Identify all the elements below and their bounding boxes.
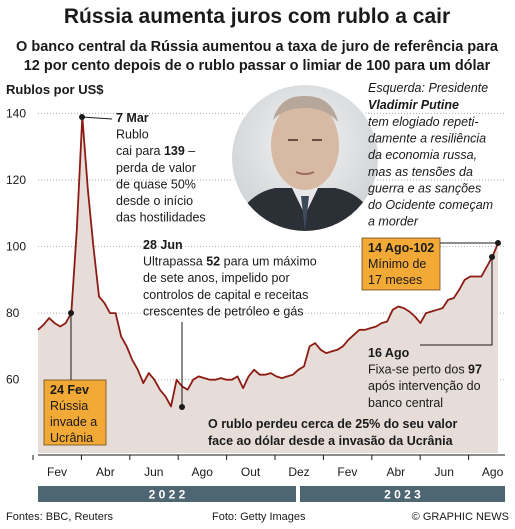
x-tick-label: Fev bbox=[337, 465, 357, 479]
annotation-text: face ao dólar desde a invasão da Ucrânia bbox=[208, 434, 454, 448]
x-tick-label: Abr bbox=[386, 465, 405, 479]
subtitle: 12 por cento depois de o rublo passar o … bbox=[24, 58, 491, 74]
annotation-text: controlos de capital e receitas bbox=[143, 288, 308, 302]
leaders bbox=[70, 116, 498, 407]
annotation-text: Ultrapassa 52 para um máximo bbox=[143, 255, 317, 269]
annotation-text: perda de valor bbox=[116, 161, 196, 175]
invasion-box bbox=[43, 379, 107, 446]
x-tick-label: Fev bbox=[47, 465, 67, 479]
x-tick-label: Abr bbox=[96, 465, 115, 479]
annotation-part: 97 bbox=[468, 363, 482, 377]
annotation-text: O rublo perdeu cerca de 25% do seu valor bbox=[208, 417, 458, 431]
footer-bg bbox=[0, 505, 515, 529]
annotation-heading: 24 Fev bbox=[50, 383, 89, 397]
y-tick-label: 60 bbox=[6, 373, 20, 387]
annotation-text: Fixa-se perto dos 97 bbox=[368, 363, 482, 377]
annotation-part: para um máximo bbox=[220, 255, 317, 269]
y-tick-label: 80 bbox=[6, 306, 20, 320]
photo-name: Vladimir Putine bbox=[368, 98, 459, 112]
title: Rússia aumenta juros com rublo a cair bbox=[64, 5, 450, 28]
photo-frame bbox=[230, 83, 380, 233]
y-axis-label: Rublos por US$ bbox=[6, 82, 104, 97]
y-tick-label: 100 bbox=[6, 240, 26, 254]
low-box bbox=[361, 237, 441, 291]
annotation-heading: 16 Ago bbox=[368, 346, 410, 360]
photo-caption: Esquerda: Presidente bbox=[368, 81, 488, 95]
y-tick-label: 120 bbox=[6, 173, 26, 187]
annotation-part: Fixa-se perto dos bbox=[368, 363, 468, 377]
subtitle: O banco central da Rússia aumentou a tax… bbox=[16, 39, 499, 55]
annotation-heading: 14 Ago-102 bbox=[368, 241, 434, 255]
annotation-text: cai para 139 – bbox=[116, 144, 195, 158]
photo-text: da economia russa, bbox=[368, 148, 477, 162]
photo-text: guerra e as sanções bbox=[368, 181, 481, 195]
area bbox=[38, 116, 498, 453]
x-tick-label: Out bbox=[241, 465, 261, 479]
x-tick-label: Ago bbox=[482, 465, 504, 479]
annotation-text: Rússia bbox=[50, 399, 88, 413]
photo-text: damente a resiliência bbox=[368, 132, 486, 146]
year-band bbox=[300, 486, 505, 502]
annotation-part: 52 bbox=[206, 255, 220, 269]
year-band bbox=[38, 486, 296, 502]
annotation-text: 17 meses bbox=[368, 273, 422, 287]
photo-text: a morder bbox=[368, 215, 419, 229]
annotation-part: cai para bbox=[116, 144, 164, 158]
leader-dots bbox=[68, 114, 501, 410]
annotation-text: desde o início bbox=[116, 194, 193, 208]
annotation-part: 139 bbox=[164, 144, 185, 158]
annotation-part: – bbox=[185, 144, 195, 158]
plot: 60 80 100 120 140 Fev Abr Jun Ago Out Dez Fev Abr Jun… bbox=[6, 106, 505, 502]
photo-text: tem elogiado repeti- bbox=[368, 115, 478, 129]
annotation-text: de quase 50% bbox=[116, 177, 196, 191]
photo-text: do Ocidente começam bbox=[368, 198, 493, 212]
x-tick-label: Dez bbox=[288, 465, 309, 479]
y-tick-label: 140 bbox=[6, 106, 26, 120]
annotation-text: de sete anos, impelido por bbox=[143, 271, 290, 285]
annotation-heading: 7 Mar bbox=[116, 111, 149, 125]
line bbox=[37, 115, 499, 408]
photo-text: mas as tensões da bbox=[368, 165, 473, 179]
annotation-text: banco central bbox=[368, 396, 443, 410]
x-tick-label: Jun bbox=[435, 465, 454, 479]
annotation-text: das hostilidades bbox=[116, 211, 206, 225]
year-label: 2 0 2 2 bbox=[149, 488, 186, 502]
annotation-text: Rublo bbox=[116, 128, 149, 142]
x-tick-label: Jun bbox=[144, 465, 163, 479]
annotation-text: após intervenção do bbox=[368, 379, 481, 393]
annotation-text: Ucrânia bbox=[50, 431, 93, 445]
annotation-text: crescentes de petróleo e gás bbox=[143, 304, 304, 318]
annotation-text: invade a bbox=[50, 415, 97, 429]
annotation-text: Mínimo de bbox=[368, 257, 426, 271]
annotation-heading: 28 Jun bbox=[143, 238, 183, 252]
photo-credit: Foto: Getty Images bbox=[212, 511, 306, 523]
annotation-part: Ultrapassa bbox=[143, 255, 206, 269]
year-label: 2 0 2 3 bbox=[384, 488, 421, 502]
copyright: © GRAPHIC NEWS bbox=[412, 511, 509, 523]
x-tick-label: Ago bbox=[192, 465, 214, 479]
sources: Fontes: BBC, Reuters bbox=[6, 511, 113, 523]
